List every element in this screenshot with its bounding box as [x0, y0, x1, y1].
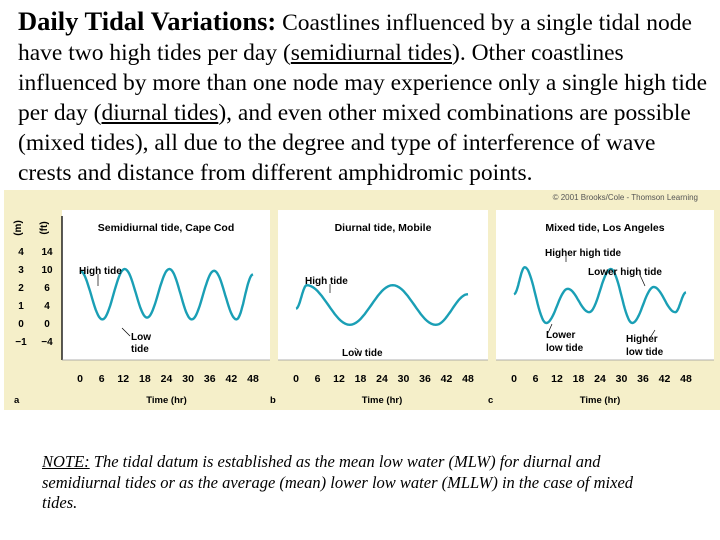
annotation-leader [121, 327, 131, 337]
y-tick-m: 2 [18, 283, 24, 294]
annotation-leader [639, 274, 646, 287]
x-tick-label: 42 [226, 373, 238, 385]
x-tick-label: 0 [293, 373, 299, 385]
x-tick-label: 30 [398, 373, 410, 385]
x-tick-label: 12 [117, 373, 129, 385]
figure-copyright: © 2001 Brooks/Cole - Thomson Learning [552, 193, 698, 202]
tide-annotation: low tide [626, 347, 664, 358]
y-tick-m: 0 [18, 319, 24, 330]
tide-annotation: Higher [626, 334, 658, 345]
x-tick-label: 36 [637, 373, 649, 385]
x-tick-label: 36 [204, 373, 216, 385]
note-text: The tidal datum is established as the me… [42, 452, 634, 512]
y-tick-ft: 10 [41, 265, 53, 276]
chart-title: Semidiurnal tide, Cape Cod [98, 222, 235, 234]
intro-paragraph: Daily Tidal Variations: Coastlines influ… [18, 6, 713, 188]
x-tick-label: 48 [462, 373, 474, 385]
x-tick-label: 12 [333, 373, 345, 385]
diurnal-term: diurnal tides [101, 100, 219, 126]
chart-title: Diurnal tide, Mobile [335, 222, 432, 234]
tide-curve [79, 267, 254, 321]
intro-text-2: ). Other coastlines influenced by more t… [18, 40, 708, 126]
tide-annotation: Lower high tide [588, 267, 662, 278]
axis-unit-m: (m) [13, 220, 24, 236]
x-tick-label: 36 [419, 373, 431, 385]
tide-annotation: High tide [305, 276, 348, 287]
panel-background [278, 210, 488, 360]
tide-annotation: High tide [79, 266, 122, 277]
tide-annotation: low tide [546, 343, 584, 354]
x-tick-label: 48 [680, 373, 692, 385]
y-tick-m: 1 [18, 301, 24, 312]
tide-annotation: Low tide [342, 348, 383, 359]
y-tick-m: −1 [15, 337, 27, 348]
datum-note: NOTE: The tidal datum is established as … [42, 452, 642, 514]
y-tick-ft: 0 [44, 319, 50, 330]
intro-title: Daily Tidal Variations: [18, 6, 277, 36]
tide-annotation: Lower [546, 330, 576, 341]
tide-curve [513, 265, 687, 325]
y-tick-m: 3 [18, 265, 24, 276]
x-tick-label: 24 [161, 373, 173, 385]
panel-background [62, 210, 270, 360]
annotation-leader [547, 323, 553, 334]
axis-unit-ft: (ft) [39, 221, 50, 234]
x-tick-label: 0 [511, 373, 517, 385]
x-tick-label: 0 [77, 373, 83, 385]
x-tick-label: 48 [247, 373, 259, 385]
y-tick-ft: 4 [44, 301, 50, 312]
x-tick-label: 6 [533, 373, 539, 385]
semidiurnal-term: semidiurnal tides [290, 40, 453, 66]
x-tick-label: 6 [315, 373, 321, 385]
chart-title: Mixed tide, Los Angeles [545, 222, 664, 234]
tide-annotation: Low [131, 332, 151, 343]
x-tick-label: 6 [99, 373, 105, 385]
x-tick-label: 18 [573, 373, 585, 385]
annotation-leader [354, 347, 359, 351]
tide-annotation: tide [131, 344, 149, 355]
x-tick-label: 42 [659, 373, 671, 385]
y-tick-ft: 6 [44, 283, 50, 294]
intro-text-1: Coastlines influenced by a single tidal … [18, 10, 692, 66]
x-tick-label: 18 [355, 373, 367, 385]
panel-letter: b [270, 395, 276, 406]
x-tick-label: 18 [139, 373, 151, 385]
x-tick-label: 42 [441, 373, 453, 385]
tide-annotation: Higher high tide [545, 248, 622, 259]
panel-letter: c [488, 395, 493, 406]
y-tick-m: 4 [18, 247, 24, 258]
x-tick-label: 24 [376, 373, 388, 385]
y-tick-ft: −4 [41, 337, 53, 348]
x-axis-label: Time (hr) [362, 395, 402, 406]
x-tick-label: 12 [551, 373, 563, 385]
panel-letter: a [14, 395, 20, 406]
tide-curve [295, 283, 469, 327]
y-tick-ft: 14 [41, 247, 53, 258]
x-tick-label: 30 [616, 373, 628, 385]
note-label: NOTE: [42, 452, 90, 471]
annotation-leader [649, 329, 656, 339]
x-axis-label: Time (hr) [580, 395, 620, 406]
x-axis-label: Time (hr) [146, 395, 186, 406]
x-tick-label: 30 [182, 373, 194, 385]
intro-text-3: ), and even other mixed combinations are… [18, 100, 691, 186]
x-tick-label: 24 [594, 373, 606, 385]
